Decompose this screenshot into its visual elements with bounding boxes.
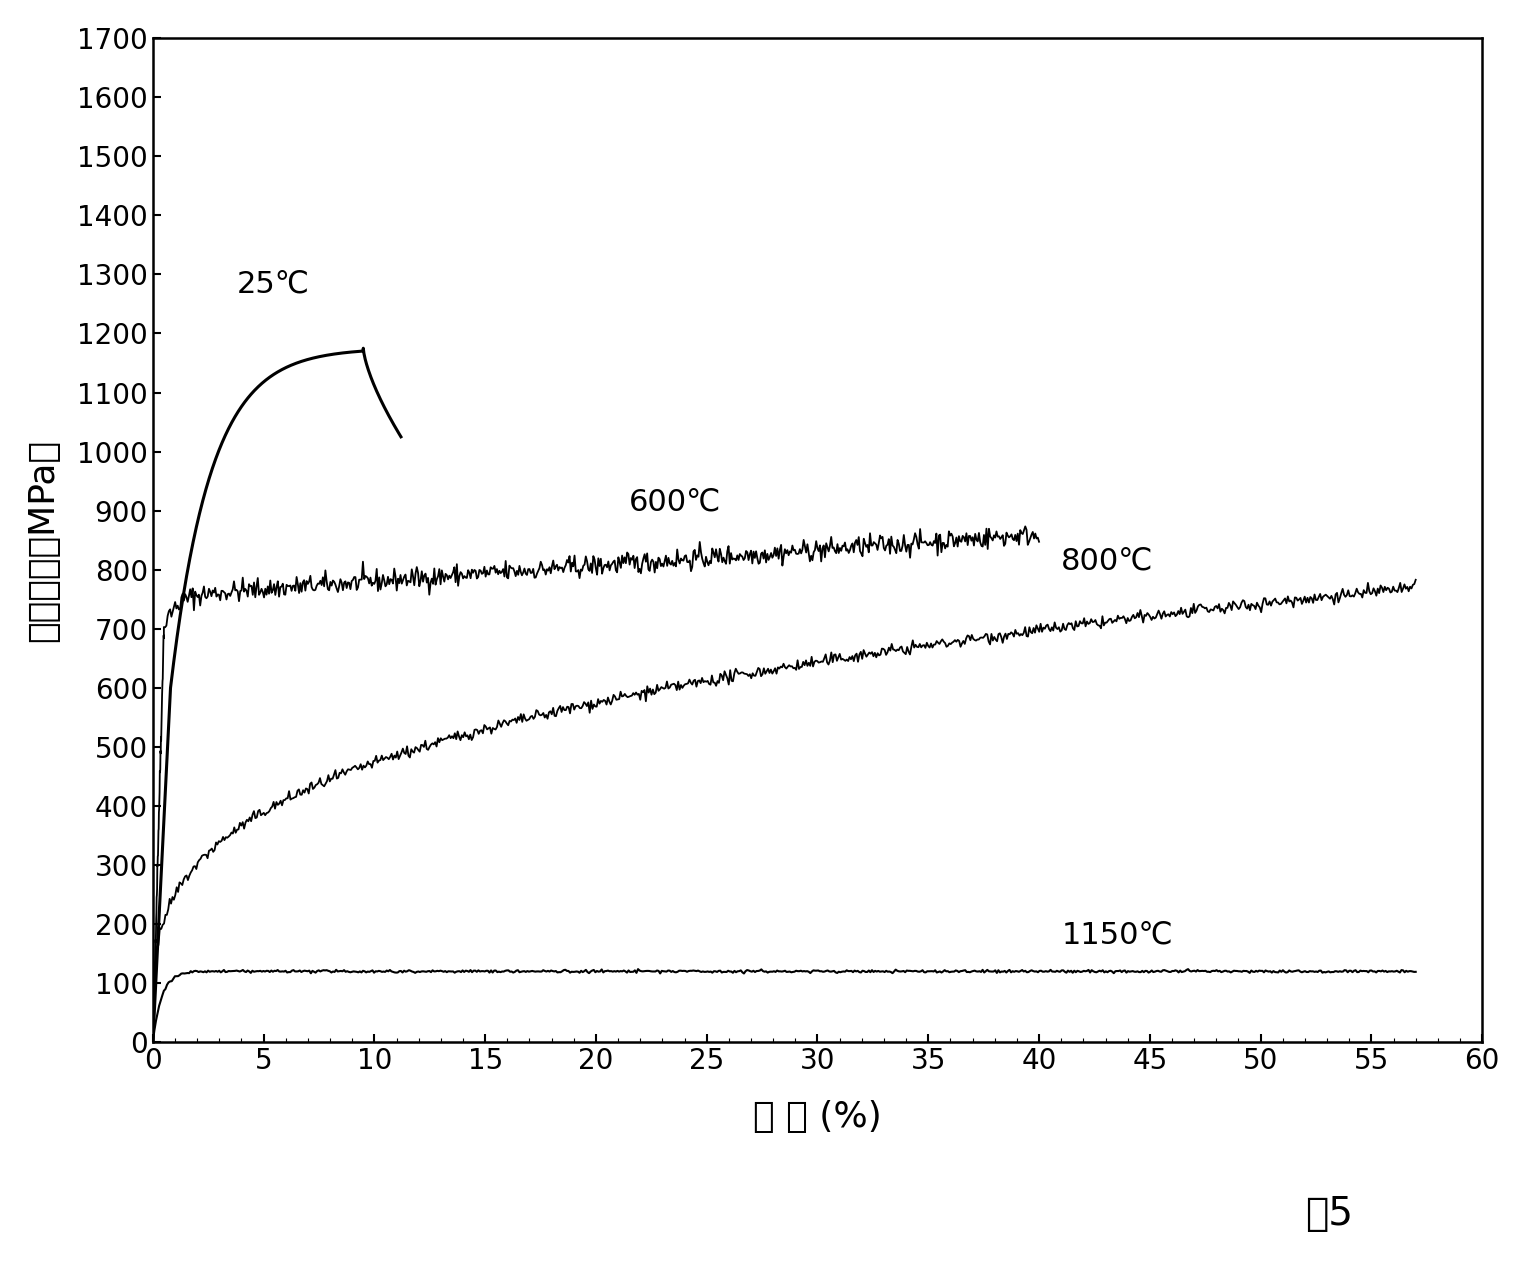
Text: 1150℃: 1150℃ — [1060, 920, 1174, 949]
Text: 800℃: 800℃ — [1060, 547, 1154, 576]
Text: 600℃: 600℃ — [630, 488, 721, 516]
Text: 25℃: 25℃ — [237, 269, 310, 299]
X-axis label: 应 变 (%): 应 变 (%) — [753, 1101, 882, 1134]
Text: 图5: 图5 — [1305, 1195, 1354, 1233]
Y-axis label: 屈服强度（MPa）: 屈服强度（MPa） — [26, 438, 61, 642]
